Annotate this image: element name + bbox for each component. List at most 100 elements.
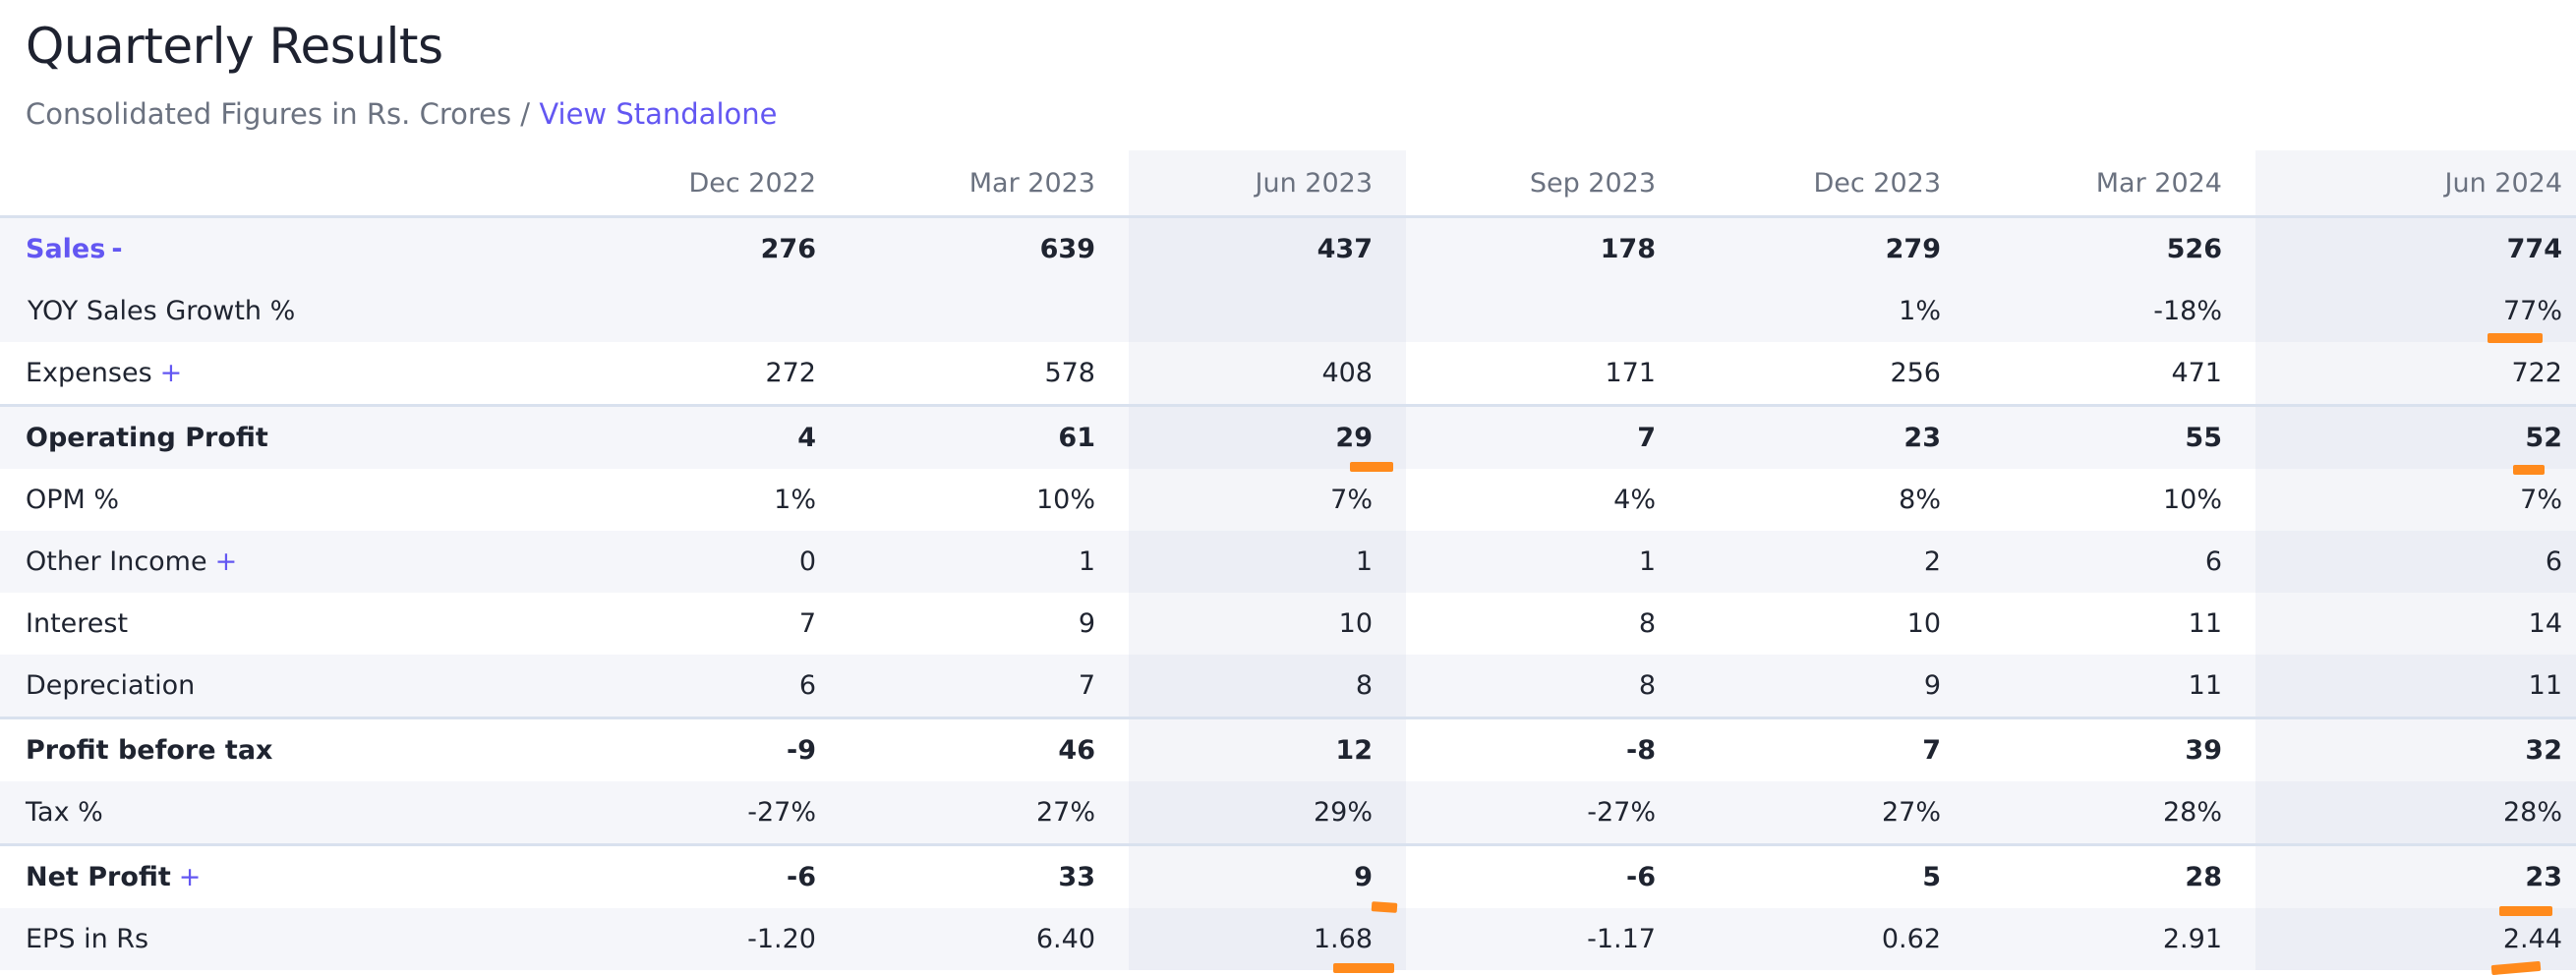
- column-header-dec-2022: Dec 2022: [558, 150, 849, 218]
- cell-op-mar-2023: 61: [849, 404, 1129, 469]
- row-label-opm: OPM %: [26, 485, 120, 515]
- row-label-interest: Interest: [26, 608, 129, 639]
- row-expenses[interactable]: Expenses + 272 578 408 171 256 471 722: [0, 342, 2576, 406]
- cell-yoy-sep-2023: [1406, 280, 1689, 342]
- cell-op-mar-2024: 55: [1974, 404, 2255, 469]
- cell-dep-sep-2023: 8: [1406, 655, 1689, 718]
- row-net-profit[interactable]: Net Profit + -6 33 9 -6 5 28 23: [0, 843, 2576, 908]
- cell-tax-dec-2022: -27%: [558, 781, 849, 845]
- cell-eps-sep-2023: -1.17: [1406, 908, 1689, 970]
- row-label-yoy-sales-growth: YOY Sales Growth %: [0, 280, 558, 342]
- cell-expenses-jun-2023: 408: [1129, 342, 1406, 406]
- column-header-sep-2023: Sep 2023: [1406, 150, 1689, 218]
- row-interest: Interest 7 9 10 8 10 11 14: [0, 593, 2576, 655]
- cell-oi-sep-2023: 1: [1406, 531, 1689, 593]
- cell-yoy-jun-2023: [1129, 280, 1406, 342]
- cell-np-dec-2023: 5: [1689, 843, 1974, 908]
- row-label-sales[interactable]: Sales -: [0, 216, 558, 280]
- column-header-dec-2023: Dec 2023: [1689, 150, 1974, 218]
- cell-eps-dec-2022: -1.20: [558, 908, 849, 970]
- row-label-text: Other Income: [26, 546, 207, 577]
- row-label-expenses[interactable]: Expenses +: [0, 342, 558, 406]
- cell-expenses-dec-2023: 256: [1890, 358, 1941, 388]
- cell-tax-dec-2023: 27%: [1689, 781, 1974, 845]
- cell-opm-sep-2023: 4%: [1613, 485, 1656, 515]
- cell-opm-dec-2022: 1%: [774, 485, 816, 515]
- cell-np-jun-2023: 9: [1129, 843, 1406, 908]
- header-label-cell: [0, 150, 558, 218]
- cell-pbt-sep-2023: -8: [1406, 717, 1689, 781]
- cell-int-mar-2023: 9: [1078, 608, 1095, 639]
- highlight-mark: [1350, 462, 1393, 472]
- highlight-mark: [1333, 963, 1394, 973]
- row-label-text: YOY Sales Growth %: [28, 296, 296, 326]
- cell-expenses-jun-2024: 722: [2255, 342, 2576, 406]
- cell-op-dec-2023: 23: [1689, 404, 1974, 469]
- cell-yoy-mar-2023: [849, 280, 1129, 342]
- cell-dep-mar-2023: 7: [849, 655, 1129, 718]
- cell-oi-jun-2024: 6: [2255, 531, 2576, 593]
- cell-int-jun-2023: 10: [1129, 593, 1406, 655]
- row-label-eps: EPS in Rs: [0, 908, 558, 970]
- cell-dep-jun-2024: 11: [2255, 655, 2576, 718]
- cell-yoy-jun-2024: 77%: [2255, 280, 2576, 342]
- row-label-net-profit[interactable]: Net Profit +: [0, 843, 558, 908]
- quarterly-results-table: Dec 2022 Mar 2023 Jun 2023 Sep 2023 Dec …: [0, 150, 2576, 970]
- expand-other-income-toggle[interactable]: +: [214, 546, 238, 577]
- highlight-mark: [2513, 465, 2545, 475]
- row-other-income[interactable]: Other Income + 0 1 1 1 2 6 6: [0, 531, 2576, 593]
- cell-int-mar-2024: 11: [2188, 608, 2222, 639]
- cell-pbt-dec-2022: -9: [558, 717, 849, 781]
- cell-op-sep-2023: 7: [1406, 404, 1689, 469]
- cell-np-mar-2023: 33: [849, 843, 1129, 908]
- view-standalone-link[interactable]: View Standalone: [539, 97, 778, 131]
- column-header-jun-2023: Jun 2023: [1129, 150, 1406, 218]
- row-sales[interactable]: Sales - 276 639 437 178 279 526 774: [0, 216, 2576, 280]
- cell-expenses-mar-2023: 578: [1044, 358, 1095, 388]
- cell-dep-jun-2023: 8: [1129, 655, 1406, 718]
- row-tax: Tax % -27% 27% 29% -27% 27% 28% 28%: [0, 781, 2576, 845]
- cell-pbt-dec-2023: 7: [1689, 717, 1974, 781]
- collapse-sales-toggle[interactable]: -: [111, 234, 123, 264]
- row-profit-before-tax: Profit before tax -9 46 12 -8 7 39 32: [0, 717, 2576, 781]
- cell-dep-dec-2023: 9: [1689, 655, 1974, 718]
- cell-int-jun-2024: 14: [2255, 593, 2576, 655]
- cell-tax-mar-2023: 27%: [849, 781, 1129, 845]
- cell-opm-mar-2023: 10%: [1035, 485, 1095, 515]
- page-title: Quarterly Results: [26, 18, 443, 75]
- cell-opm-mar-2024: 10%: [2162, 485, 2222, 515]
- cell-eps-jun-2024: 2.44: [2255, 908, 2576, 970]
- row-label-depreciation: Depreciation: [0, 655, 558, 718]
- row-label-text: Expenses: [26, 358, 152, 388]
- cell-op-jun-2023: 29: [1129, 404, 1406, 469]
- cell-oi-mar-2023: 1: [849, 531, 1129, 593]
- cell-pbt-mar-2023: 46: [849, 717, 1129, 781]
- cell-opm-jun-2024: 7%: [2255, 469, 2576, 531]
- cell-yoy-dec-2023: 1%: [1689, 280, 1974, 342]
- cell-opm-dec-2023: 8%: [1899, 485, 1941, 515]
- row-label-tax: Tax %: [0, 781, 558, 845]
- cell-eps-mar-2024: 2.91: [1974, 908, 2255, 970]
- row-operating-profit: Operating Profit 4 61 29 7 23 55 52: [0, 404, 2576, 469]
- row-label-profit-before-tax: Profit before tax: [0, 717, 558, 781]
- row-label-operating-profit: Operating Profit: [0, 404, 558, 469]
- cell-dep-dec-2022: 6: [558, 655, 849, 718]
- row-depreciation: Depreciation 6 7 8 8 9 11 11: [0, 655, 2576, 718]
- quarterly-results-table-wrapper: Dec 2022 Mar 2023 Jun 2023 Sep 2023 Dec …: [0, 150, 2576, 970]
- cell-int-sep-2023: 8: [1638, 608, 1656, 639]
- cell-sales-mar-2024: 526: [1974, 216, 2255, 280]
- row-label-other-income[interactable]: Other Income +: [0, 531, 558, 593]
- expand-net-profit-toggle[interactable]: +: [178, 862, 202, 892]
- cell-int-dec-2023: 10: [1906, 608, 1941, 639]
- highlight-mark: [1371, 901, 1398, 913]
- cell-sales-jun-2023: 437: [1129, 216, 1406, 280]
- cell-oi-jun-2023: 1: [1129, 531, 1406, 593]
- row-eps: EPS in Rs -1.20 6.40 1.68 -1.17 0.62 2.9…: [0, 908, 2576, 970]
- cell-op-jun-2024: 52: [2255, 404, 2576, 469]
- cell-sales-sep-2023: 178: [1406, 216, 1689, 280]
- cell-eps-jun-2023: 1.68: [1129, 908, 1406, 970]
- cell-pbt-mar-2024: 39: [1974, 717, 2255, 781]
- cell-yoy-dec-2022: [558, 280, 849, 342]
- row-label-text: Net Profit: [26, 862, 171, 892]
- expand-expenses-toggle[interactable]: +: [159, 358, 183, 388]
